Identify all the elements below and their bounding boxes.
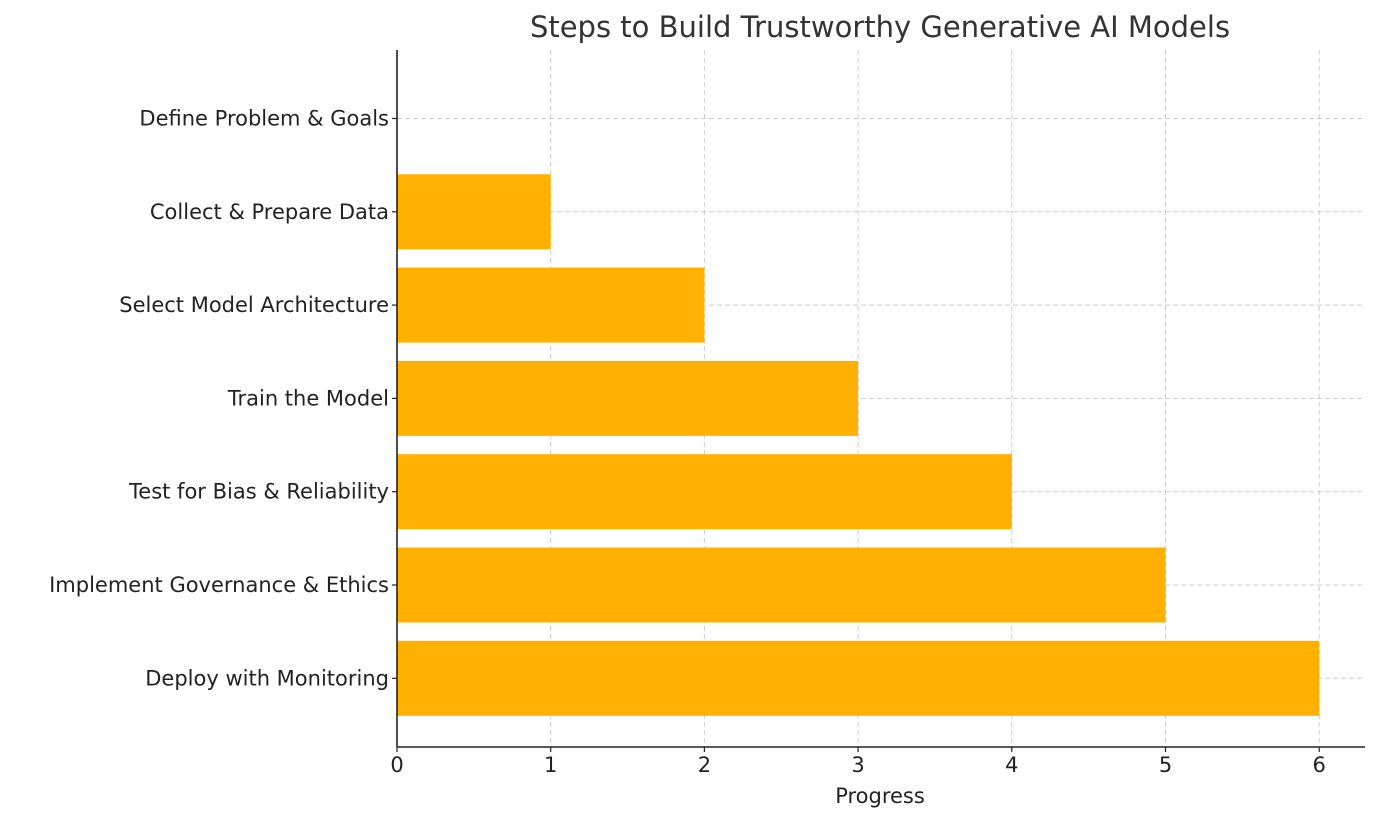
x-tick-label: 1: [544, 753, 557, 777]
bar: [397, 360, 859, 436]
y-tick-label: Collect & Prepare Data: [150, 200, 389, 224]
x-tick-label: 3: [851, 753, 864, 777]
y-tick-label: Train the Model: [227, 386, 389, 410]
y-tick-label: Implement Governance & Ethics: [49, 573, 389, 597]
bar: [397, 267, 705, 343]
bar: [397, 454, 1012, 530]
bars: [397, 174, 1320, 716]
x-tick-label: 4: [1005, 753, 1018, 777]
bar: [397, 174, 551, 250]
y-tick-label: Define Problem & Goals: [139, 107, 389, 131]
y-tick-label: Deploy with Monitoring: [145, 666, 389, 690]
chart-title: Steps to Build Trustworthy Generative AI…: [530, 10, 1230, 44]
y-tick-label: Test for Bias & Reliability: [128, 480, 389, 504]
y-tick-label: Select Model Architecture: [119, 293, 389, 317]
bar: [397, 640, 1320, 716]
x-axis-title: Progress: [835, 784, 925, 808]
x-tick-label: 0: [390, 753, 403, 777]
bar: [397, 547, 1166, 623]
x-tick-label: 5: [1159, 753, 1172, 777]
x-tick-label: 2: [698, 753, 711, 777]
axes: Define Problem & Goals Collect & Prepare …: [49, 50, 1365, 777]
x-tick-label: 6: [1313, 753, 1326, 777]
